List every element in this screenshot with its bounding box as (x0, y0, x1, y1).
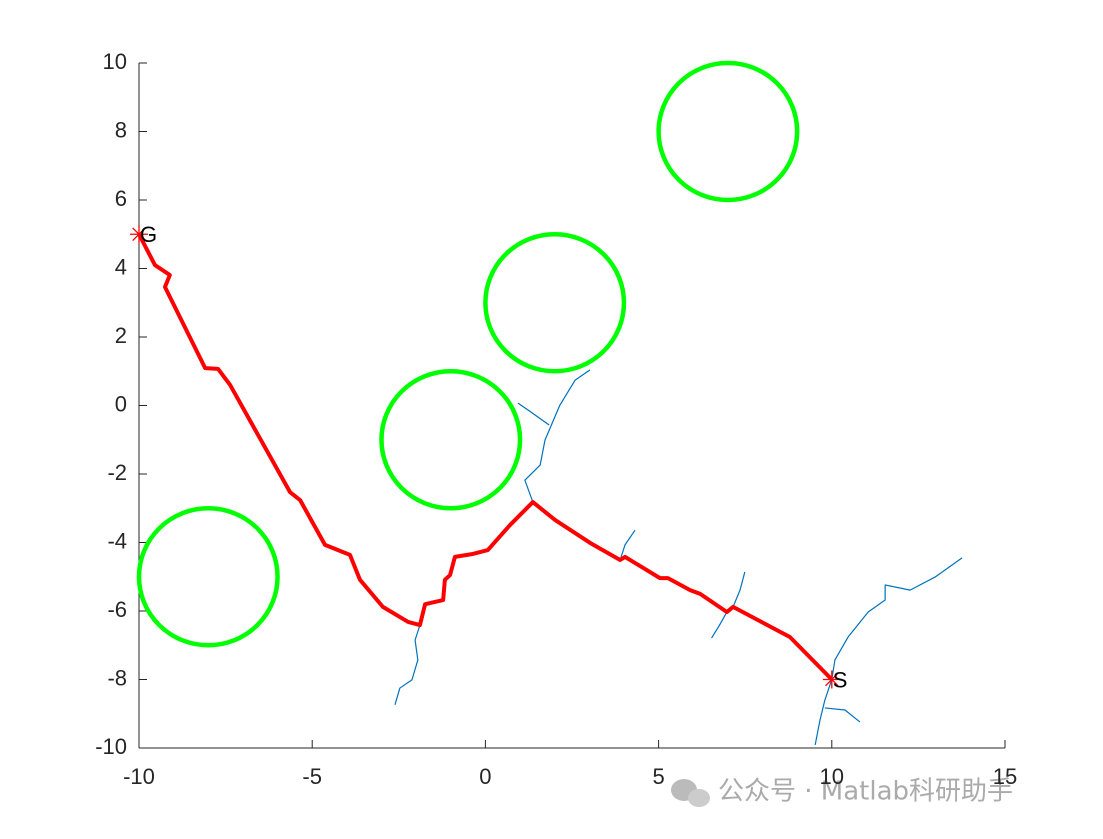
y-tick-label: 10 (103, 49, 127, 74)
y-tick-label: 4 (115, 254, 127, 279)
y-tick-label: -6 (107, 597, 127, 622)
x-tick-label: -5 (302, 764, 322, 789)
watermark: 公众号 · Matlab科研助手 (718, 777, 1013, 807)
star-marker (130, 225, 148, 244)
line (824, 707, 861, 723)
line (517, 402, 550, 426)
y-tick-label: 6 (115, 186, 127, 211)
obstacle (483, 232, 627, 374)
line (814, 679, 833, 746)
watermark-icon (671, 779, 710, 807)
obstacle (379, 369, 523, 511)
y-tick-label: 0 (115, 391, 127, 416)
y-tick-label: 2 (115, 323, 127, 348)
obstacle (136, 506, 280, 648)
line (137, 233, 834, 681)
y-tick-label: -8 (107, 665, 127, 690)
x-tick-label: -10 (123, 764, 155, 789)
line (524, 369, 591, 503)
obstacle (656, 60, 800, 203)
x-tick-label: 15 (993, 764, 1017, 789)
x-tick-label: 0 (479, 764, 491, 789)
line (619, 529, 636, 561)
y-tick-label: 8 (115, 117, 127, 142)
line (732, 571, 746, 608)
x-tick-label: 10 (820, 764, 844, 789)
line (711, 611, 728, 639)
x-tick-label: 5 (652, 764, 664, 789)
y-tick-label: -2 (107, 460, 127, 485)
star-marker (822, 670, 841, 689)
line (394, 624, 421, 706)
point-label: S (833, 667, 848, 692)
line (831, 557, 963, 680)
point-label: G (140, 222, 157, 247)
y-tick-label: -4 (107, 528, 127, 553)
y-tick-label: -10 (95, 734, 127, 759)
